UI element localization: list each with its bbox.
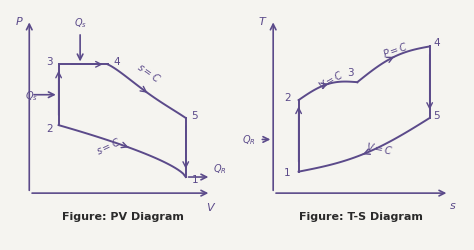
Text: $V=C$: $V=C$ [365, 140, 394, 156]
Text: Figure: PV Diagram: Figure: PV Diagram [62, 211, 184, 221]
Text: 4: 4 [113, 57, 120, 67]
Text: $Q_s$: $Q_s$ [73, 16, 87, 30]
Text: 4: 4 [434, 38, 440, 48]
Text: Figure: T-S Diagram: Figure: T-S Diagram [299, 211, 423, 221]
Text: 5: 5 [434, 110, 440, 120]
Text: $P=C$: $P=C$ [381, 40, 410, 60]
Text: 3: 3 [46, 57, 53, 67]
Text: 3: 3 [347, 68, 354, 78]
Text: 1: 1 [284, 168, 291, 177]
Text: 2: 2 [284, 93, 291, 103]
Text: 5: 5 [191, 110, 198, 120]
Text: $P$: $P$ [15, 14, 23, 26]
Text: $s=C$: $s=C$ [94, 134, 122, 156]
Text: $Q_R$: $Q_R$ [242, 133, 255, 147]
Text: 2: 2 [46, 123, 53, 133]
Text: $Q_s$: $Q_s$ [25, 88, 38, 102]
Text: $V$: $V$ [206, 200, 216, 212]
Text: $Q_R$: $Q_R$ [213, 162, 227, 175]
Text: $s$: $s$ [449, 200, 457, 210]
Text: $V=C$: $V=C$ [316, 68, 346, 92]
Text: 1: 1 [191, 175, 198, 185]
Text: $T$: $T$ [258, 14, 267, 26]
Text: $s=C$: $s=C$ [135, 60, 163, 85]
